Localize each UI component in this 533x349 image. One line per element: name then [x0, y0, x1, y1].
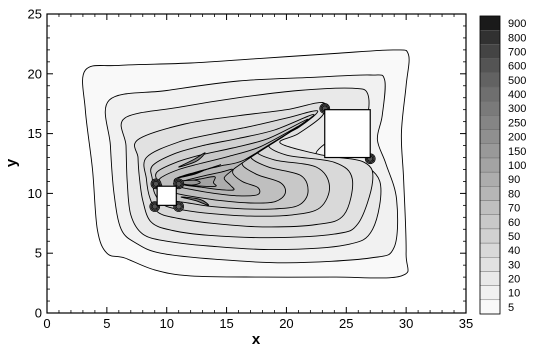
colorbar-label: 250: [508, 117, 526, 129]
contour-band-300: [180, 196, 210, 206]
x-tick-label: 20: [279, 316, 293, 331]
colorbar-label: 400: [508, 89, 526, 101]
x-tick-label: 15: [219, 316, 233, 331]
corner-contour-ring: [152, 180, 159, 187]
y-tick-label: 5: [35, 246, 42, 261]
colorbar-swatch-200: [479, 129, 501, 144]
corner-contour-ring: [175, 203, 182, 210]
colorbar-swatch-80: [479, 186, 501, 201]
colorbar-label: 200: [508, 132, 526, 144]
colorbar-label: 500: [508, 75, 526, 87]
y-tick-label: 15: [28, 126, 42, 141]
x-axis: 0 5 10 15 20 25 30 35: [43, 14, 473, 331]
y-axis: 0 5 10 15 20 25: [28, 7, 466, 321]
colorbar-swatch-400: [479, 86, 501, 102]
x-axis-label: x: [252, 331, 261, 348]
x-tick-label: 35: [459, 316, 473, 331]
colorbar-label: 30: [508, 259, 520, 271]
colorbar-swatch-600: [479, 58, 501, 73]
colorbar-label: 600: [508, 61, 526, 73]
colorbar-label: 50: [508, 231, 520, 243]
colorbar-swatch-250: [479, 115, 501, 130]
contour-band-200: [177, 164, 222, 179]
colorbar-swatch-30: [479, 257, 501, 272]
colorbar-label: 300: [508, 103, 526, 115]
corner-contour-ring: [175, 180, 182, 187]
colorbar-swatch-5: [479, 299, 501, 315]
colorbar-label: 800: [508, 32, 526, 44]
corner-contour-ring: [151, 203, 158, 210]
colorbar-label: 5: [508, 302, 514, 314]
x-tick-label: 0: [43, 316, 50, 331]
plot-area-frame: [46, 13, 467, 314]
colorbar-swatch-20: [479, 271, 501, 286]
colorbar-swatch-150: [479, 143, 501, 159]
x-tick-label: 25: [339, 316, 353, 331]
colorbar-swatch-800: [479, 29, 501, 45]
contour-fill-layer: [82, 49, 410, 279]
colorbar-swatch-100: [479, 157, 501, 173]
colorbar-label: 70: [508, 203, 520, 215]
obstacle-large-square: [324, 109, 371, 159]
colorbar-swatch-50: [479, 228, 501, 244]
colorbar-label: 900: [508, 18, 526, 30]
colorbar-label: 100: [508, 160, 526, 172]
x-tick-label: 30: [399, 316, 413, 331]
colorbar-swatch-300: [479, 100, 501, 116]
y-tick-label: 25: [28, 7, 42, 22]
y-tick-label: 20: [28, 66, 42, 81]
colorbar-label: 700: [508, 46, 526, 58]
y-tick-label: 0: [35, 306, 42, 321]
obstacle-small-square: [156, 185, 177, 206]
colorbar-swatch-700: [479, 44, 501, 59]
x-tick-label: 5: [103, 316, 110, 331]
colorbar-legend: 5 10 20 30 40 50 60 70 80 90 100 150 200 250 300 400 500…: [479, 15, 526, 315]
colorbar-swatch-40: [479, 242, 501, 258]
colorbar-swatch-90: [479, 171, 501, 187]
colorbar-label: 80: [508, 188, 520, 200]
colorbar-label: 60: [508, 217, 520, 229]
y-axis-label: y: [3, 158, 20, 167]
colorbar-label: 20: [508, 274, 520, 286]
colorbar-label: 150: [508, 146, 526, 158]
colorbar-swatch-10: [479, 285, 501, 301]
colorbar-label: 10: [508, 288, 520, 300]
colorbar-label: 90: [508, 174, 520, 186]
colorbar-swatch-60: [479, 214, 501, 230]
colorbar-frame: [479, 15, 501, 315]
colorbar-label: 40: [508, 245, 520, 257]
contour-band-250: [178, 152, 206, 168]
obstacle-layer: [156, 109, 371, 206]
x-tick-label: 10: [159, 316, 173, 331]
y-tick-label: 10: [28, 186, 42, 201]
colorbar-swatch-500: [479, 72, 501, 88]
colorbar-swatch-900: [479, 15, 501, 31]
colorbar-swatch-70: [479, 200, 501, 215]
